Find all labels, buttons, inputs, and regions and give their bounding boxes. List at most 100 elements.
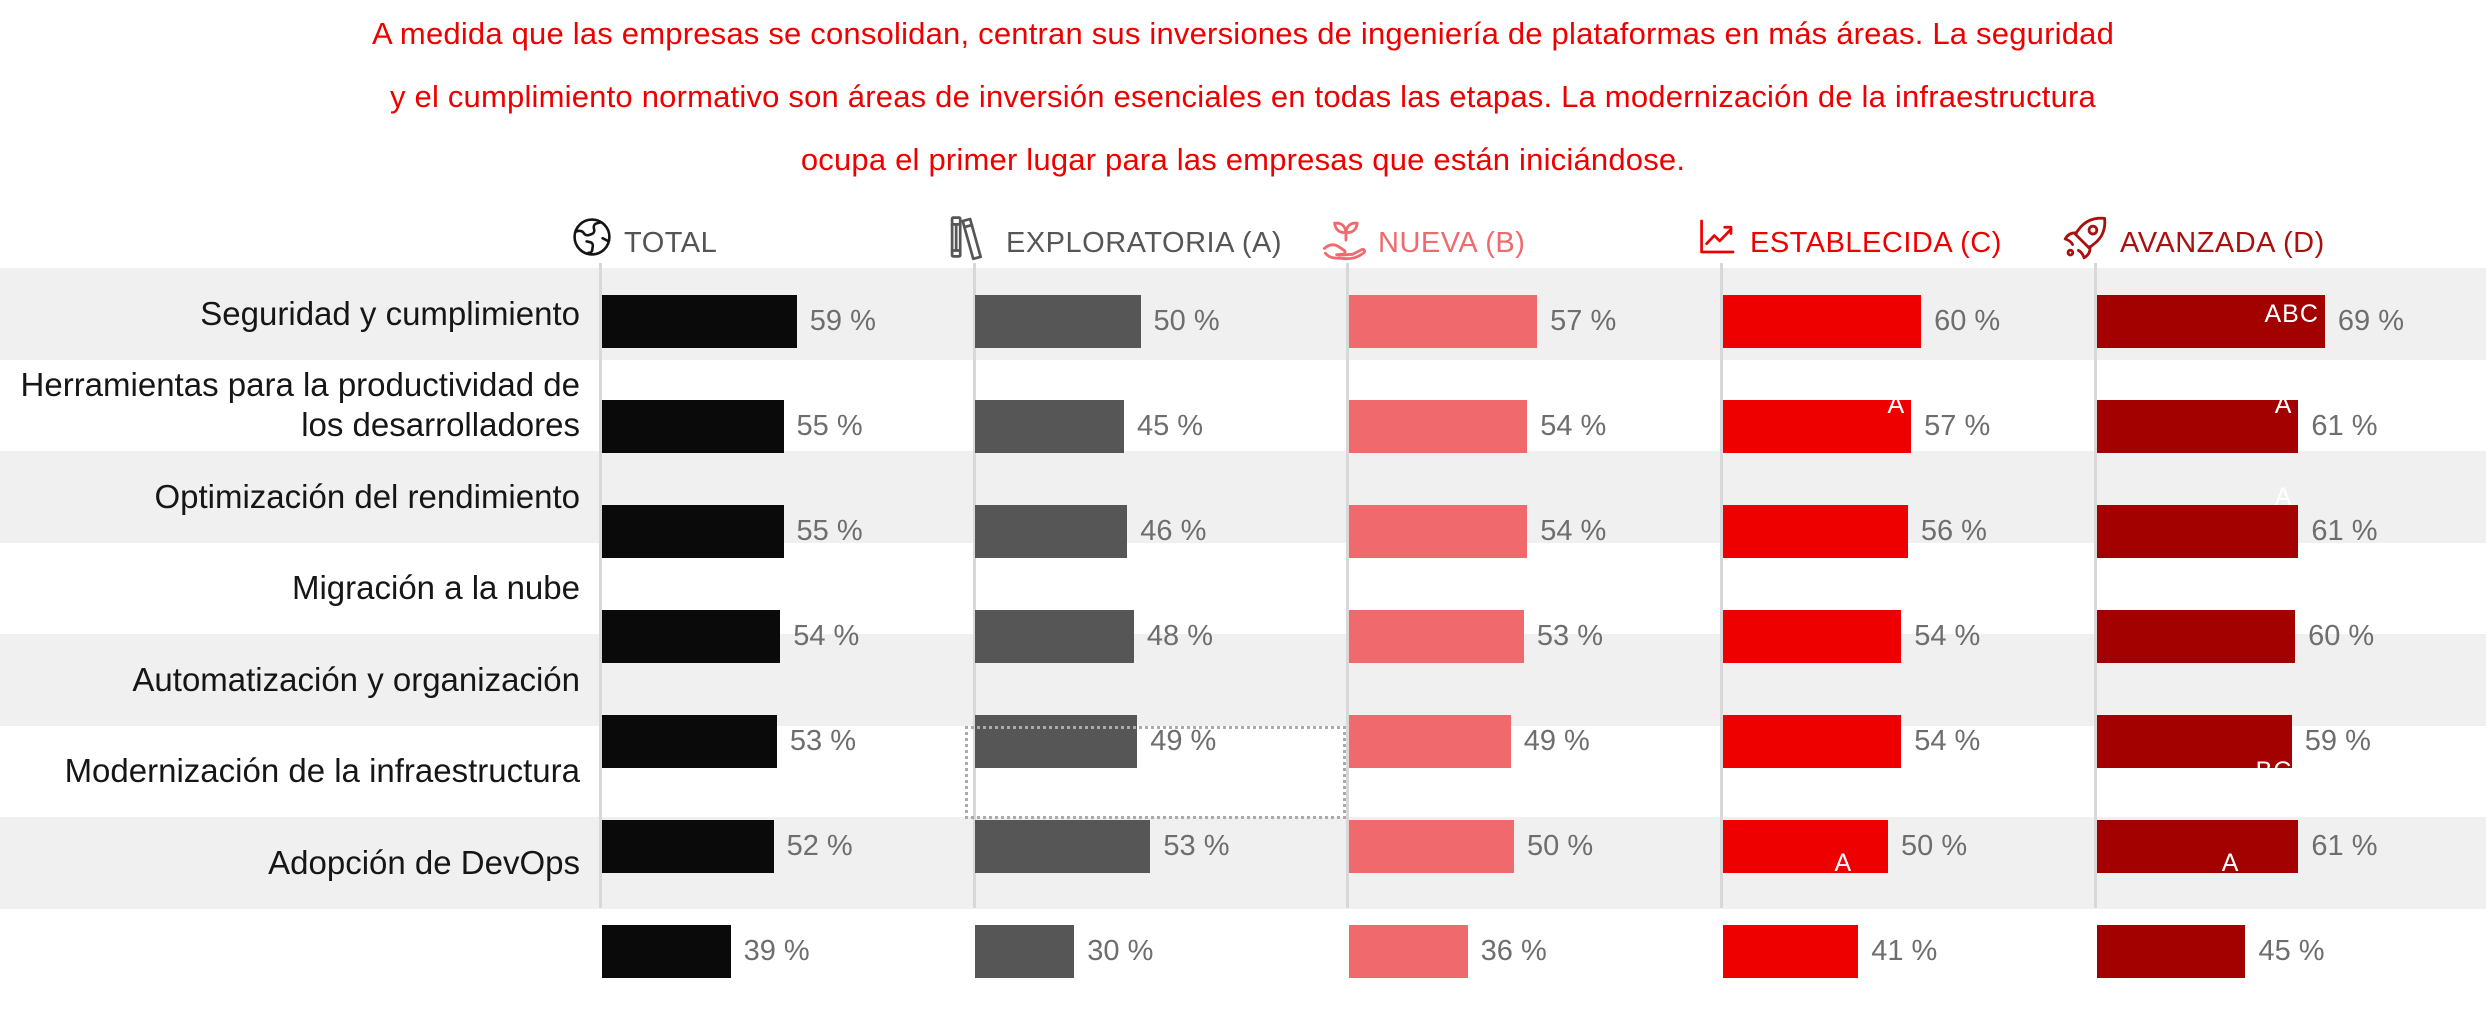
row-label-line: Herramientas para la productividad de bbox=[20, 366, 580, 404]
bar-value-label: 52 % bbox=[786, 830, 853, 862]
highlight-dotted-box bbox=[965, 726, 1346, 819]
column-header-nueva: NUEVA (B) bbox=[1318, 208, 1525, 266]
bar-value-label: 57 % bbox=[1550, 305, 1617, 337]
bar-value-label: 50 % bbox=[1153, 305, 1220, 337]
bar-value-label: 45 % bbox=[2258, 935, 2325, 967]
bar bbox=[975, 819, 1151, 873]
bar bbox=[2096, 924, 2246, 978]
bar-value-label: 50 % bbox=[1901, 830, 1968, 862]
row-band bbox=[0, 451, 2486, 543]
line-chart-icon bbox=[1692, 212, 1742, 262]
globe-icon bbox=[568, 213, 616, 261]
bar-value-label: 50 % bbox=[1527, 830, 1594, 862]
bar-value-label: 56 % bbox=[1920, 515, 1987, 547]
chart-title: A medida que las empresas se consolidan,… bbox=[0, 2, 2486, 191]
bar-value-label: 36 % bbox=[1480, 935, 1547, 967]
bar-value-label: 54 % bbox=[1914, 620, 1981, 652]
chart-title-line-2: y el cumplimiento normativo son áreas de… bbox=[390, 79, 2096, 114]
bar-value-label: 49 % bbox=[1523, 725, 1590, 757]
bar-value-label: 54 % bbox=[1540, 515, 1607, 547]
row-band bbox=[0, 268, 2486, 360]
column-divider bbox=[972, 263, 976, 908]
column-header-avanzada: AVANZADA (D) bbox=[2060, 208, 2325, 266]
row-label: Automatización y organización bbox=[132, 660, 580, 700]
books-icon bbox=[944, 210, 998, 264]
bar-value-label: 55 % bbox=[796, 515, 863, 547]
bar bbox=[975, 504, 1128, 558]
column-header-exploratoria-label: EXPLORATORIA (A) bbox=[1006, 226, 1283, 259]
column-header-nueva-label: NUEVA (B) bbox=[1378, 226, 1526, 259]
bar bbox=[1722, 819, 1888, 873]
seedling-hand-icon bbox=[1318, 211, 1370, 263]
bar-value-label: 30 % bbox=[1087, 935, 1154, 967]
column-divider bbox=[599, 263, 602, 908]
significance-letter: A bbox=[2274, 391, 2293, 420]
bar-value-label: 53 % bbox=[1536, 620, 1604, 652]
bar-value-label: 48 % bbox=[1146, 620, 1213, 652]
column-header-establecida-label: ESTABLECIDA (C) bbox=[1750, 226, 2002, 259]
row-label-line: Seguridad y cumplimiento bbox=[200, 294, 580, 332]
bar-value-label: 53 % bbox=[789, 725, 857, 757]
significance-letter: ABC bbox=[2264, 299, 2319, 328]
bar bbox=[2096, 504, 2299, 558]
row-label: Optimización del rendimiento bbox=[154, 477, 580, 517]
bar bbox=[601, 819, 774, 873]
bar-value-label: 54 % bbox=[1540, 410, 1607, 442]
row-label-line: Adopción de DevOps bbox=[268, 843, 580, 881]
column-divider bbox=[2094, 263, 2097, 908]
bar-value-label: 59 % bbox=[809, 305, 876, 337]
bar bbox=[601, 399, 784, 453]
bar-value-label: 45 % bbox=[1136, 410, 1204, 442]
bar-value-label: 49 % bbox=[1150, 725, 1217, 757]
bar bbox=[1348, 819, 1514, 873]
row-label-line: Optimización del rendimiento bbox=[154, 477, 580, 515]
column-header-total-label: TOTAL bbox=[624, 226, 718, 259]
bar-value-label: 41 % bbox=[1871, 935, 1938, 967]
bar bbox=[601, 714, 777, 768]
column-header-exploratoria: EXPLORATORIA (A) bbox=[944, 208, 1282, 266]
row-label: Seguridad y cumplimiento bbox=[200, 294, 580, 334]
bar-value-label: 61 % bbox=[2311, 515, 2378, 547]
row-band bbox=[0, 817, 2486, 909]
bar bbox=[2096, 819, 2299, 873]
bar-value-label: 60 % bbox=[2308, 620, 2375, 652]
bar bbox=[1348, 609, 1524, 663]
bar bbox=[601, 609, 781, 663]
bar-value-label: 54 % bbox=[793, 620, 860, 652]
bar-value-label: 61 % bbox=[2311, 830, 2378, 862]
bar bbox=[975, 609, 1134, 663]
row-label: Migración a la nube bbox=[292, 568, 580, 608]
row-band bbox=[0, 634, 2486, 726]
rocket-icon bbox=[2060, 211, 2112, 263]
row-label: Modernización de la infraestructura bbox=[65, 751, 580, 791]
column-divider bbox=[1346, 263, 1349, 908]
significance-letter: A bbox=[1887, 391, 1906, 420]
bar-value-label: 46 % bbox=[1140, 515, 1207, 547]
bar bbox=[1722, 294, 1922, 348]
bar bbox=[1348, 504, 1528, 558]
bar-value-label: 61 % bbox=[2311, 410, 2378, 442]
bar-value-label: 69 % bbox=[2337, 305, 2404, 337]
row-label-line: Migración a la nube bbox=[291, 569, 580, 607]
bar bbox=[1348, 714, 1511, 768]
bar-value-label: 55 % bbox=[796, 410, 863, 442]
bar bbox=[1722, 399, 1912, 453]
column-divider bbox=[1720, 263, 1723, 908]
bar bbox=[2096, 714, 2292, 768]
bar bbox=[975, 294, 1141, 348]
bar bbox=[1722, 609, 1902, 663]
bar bbox=[601, 924, 731, 978]
bar bbox=[975, 924, 1075, 978]
significance-letter: A bbox=[1834, 848, 1853, 877]
bar bbox=[1348, 294, 1538, 348]
bar bbox=[1722, 924, 1859, 978]
bar bbox=[1348, 924, 1468, 978]
bar bbox=[2096, 609, 2296, 663]
column-header-establecida: ESTABLECIDA (C) bbox=[1692, 208, 2002, 266]
row-label-line: Automatización y organización bbox=[132, 660, 580, 698]
bar-value-label: 60 % bbox=[1934, 305, 2001, 337]
column-header-total: TOTAL bbox=[568, 208, 717, 266]
significance-letter: A bbox=[2274, 482, 2293, 511]
bar-value-label: 57 % bbox=[1924, 410, 1991, 442]
